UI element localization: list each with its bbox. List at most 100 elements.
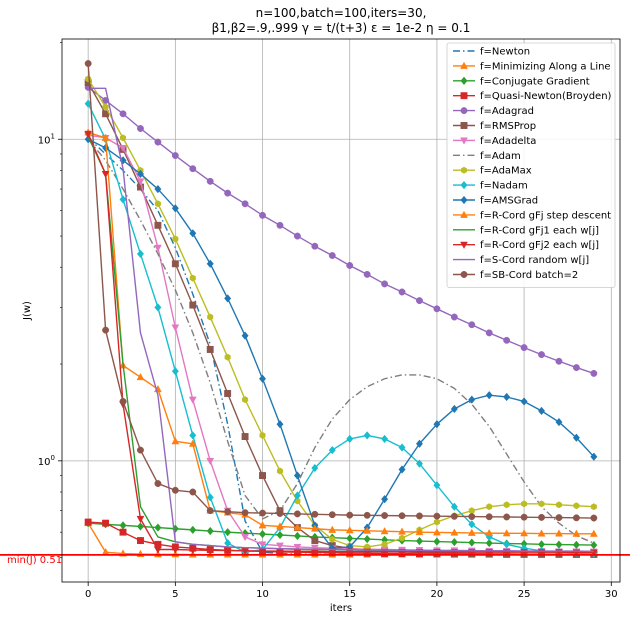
data-point	[572, 529, 581, 537]
legend-label: f=Newton	[480, 47, 530, 58]
data-point	[258, 541, 267, 549]
data-point	[224, 294, 232, 303]
data-point	[224, 508, 232, 516]
data-point	[188, 396, 197, 404]
series-15	[88, 87, 594, 553]
data-point	[119, 110, 127, 118]
data-point	[520, 344, 528, 352]
data-point	[136, 522, 144, 531]
data-point	[154, 221, 162, 229]
data-point	[346, 434, 354, 444]
data-point	[311, 242, 319, 250]
data-point	[276, 420, 284, 429]
data-point	[171, 204, 179, 213]
data-point	[241, 433, 249, 440]
data-point	[171, 152, 179, 159]
data-point	[450, 512, 458, 520]
legend-marker	[460, 61, 468, 69]
data-point	[310, 524, 319, 532]
legend-marker	[460, 241, 468, 249]
legend-item: f=Adam	[453, 151, 521, 162]
data-point	[398, 512, 406, 520]
data-point	[119, 144, 127, 153]
data-point	[433, 481, 441, 490]
legend-item: f=RMSProp	[453, 121, 536, 132]
data-point	[171, 367, 179, 376]
data-point	[485, 528, 494, 537]
x-tick-label: 30	[605, 589, 618, 600]
data-point	[503, 336, 511, 344]
x-axis-label: iters	[330, 603, 352, 614]
data-point	[136, 169, 144, 179]
data-point	[241, 331, 249, 340]
legend-marker	[460, 92, 468, 100]
data-point	[154, 480, 162, 487]
data-point	[153, 244, 162, 252]
series-line	[87, 138, 595, 549]
data-point	[345, 548, 354, 556]
series-line	[87, 133, 594, 554]
data-point	[224, 527, 232, 537]
plot-frame	[61, 38, 621, 583]
data-point	[590, 514, 598, 522]
data-point	[346, 511, 354, 519]
legend-label: f=S-Cord random w[j]	[480, 255, 589, 266]
data-point	[189, 301, 197, 309]
data-point	[363, 431, 371, 440]
data-point	[137, 446, 144, 454]
data-point	[538, 406, 546, 416]
data-point	[259, 374, 267, 383]
legend-item: f=R-Cord gFj2 each w[j]	[453, 240, 599, 251]
data-point	[276, 467, 283, 475]
data-point	[520, 529, 529, 537]
data-point	[399, 534, 406, 542]
data-point	[206, 526, 214, 536]
data-point	[485, 538, 493, 548]
data-point	[311, 463, 319, 473]
data-point	[555, 417, 563, 427]
data-point	[503, 501, 510, 509]
data-point	[188, 547, 197, 555]
data-point	[136, 249, 144, 259]
data-point	[276, 221, 284, 229]
y-tick-label: 101	[38, 132, 55, 146]
data-point	[503, 540, 511, 549]
legend-label: f=Adagrad	[480, 106, 534, 117]
legend-item: f=Adadelta	[453, 136, 536, 147]
data-point	[206, 346, 214, 353]
data-point	[189, 431, 197, 440]
data-point	[468, 538, 476, 547]
data-point	[415, 439, 423, 448]
legend-label: f=AdaMax	[480, 166, 532, 177]
data-point	[102, 103, 109, 111]
data-point	[538, 500, 545, 508]
data-point	[172, 235, 179, 243]
data-point	[276, 530, 284, 540]
data-point	[311, 537, 319, 545]
legend-item: f=S-Cord random w[j]	[453, 255, 589, 266]
data-point	[171, 437, 180, 445]
data-point	[538, 351, 545, 359]
data-point	[224, 353, 231, 361]
data-point	[310, 544, 319, 552]
x-tick-label: 25	[518, 589, 531, 600]
data-point	[572, 514, 580, 522]
legend-item: f=R-Cord gFj step descent	[453, 210, 611, 221]
data-point	[189, 165, 197, 173]
data-point	[119, 521, 127, 530]
data-point	[101, 133, 110, 141]
legend-item: f=Minimizing Along a Line	[453, 61, 611, 72]
data-point	[207, 313, 214, 321]
data-point	[136, 372, 145, 381]
data-point	[363, 511, 371, 519]
series-line	[87, 131, 594, 535]
legend-marker	[460, 180, 468, 190]
data-point	[381, 434, 389, 444]
data-point	[573, 502, 580, 510]
data-point	[468, 321, 476, 329]
data-point	[137, 537, 144, 545]
legend-box	[446, 42, 616, 288]
legend-label: f=RMSProp	[480, 121, 536, 132]
data-point	[450, 313, 458, 321]
